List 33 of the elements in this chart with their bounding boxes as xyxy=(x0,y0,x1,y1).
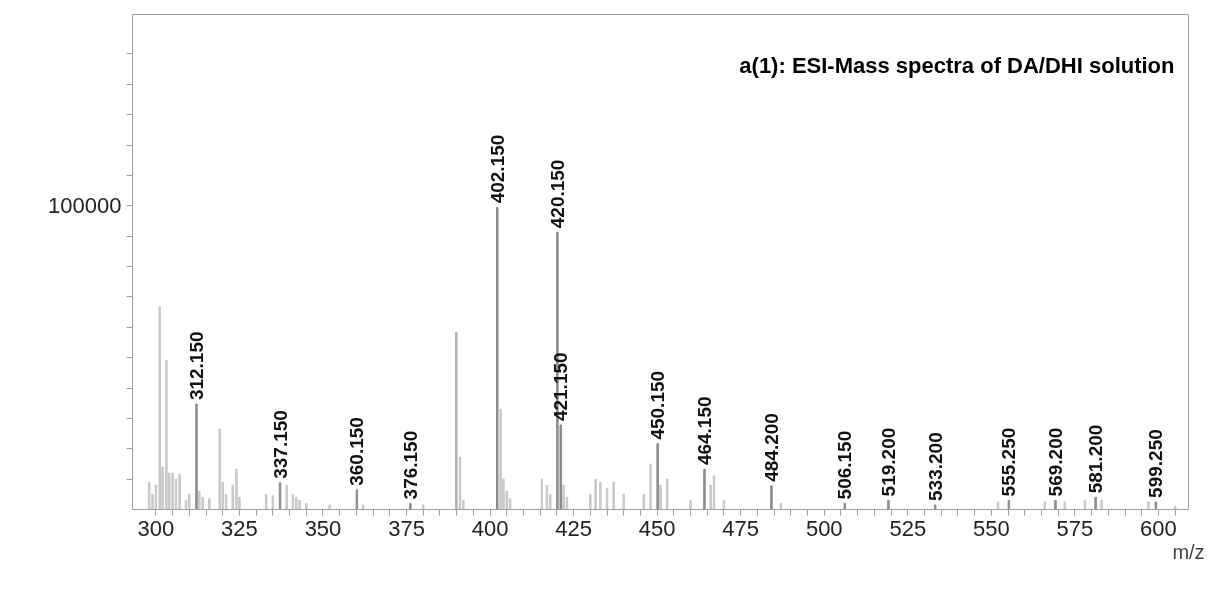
annotation: 519.200 xyxy=(877,427,899,497)
annotation: 450.150 xyxy=(647,370,669,440)
text: a(1): ESI-Mass spectra of DA/DHI solution xyxy=(739,52,1175,78)
x-tick-label: 525 xyxy=(889,515,927,541)
annotation: 569.200 xyxy=(1045,427,1066,497)
annotation: 360.150 xyxy=(346,417,368,486)
x-tick-label: 500 xyxy=(805,515,843,541)
x-tick-label: 575 xyxy=(1056,515,1094,541)
x-tick-label: 400 xyxy=(471,515,509,541)
x-axis-title: m/z xyxy=(1172,540,1205,563)
annotation: 581.200 xyxy=(1085,424,1107,494)
annotation: 484.200 xyxy=(760,413,782,482)
annotation: 506.150 xyxy=(834,430,856,500)
annotation: 337.150 xyxy=(269,410,291,479)
annotation: 402.150 xyxy=(486,134,508,204)
x-tick-label: 375 xyxy=(388,515,425,541)
x-tick-label: 300 xyxy=(137,515,175,541)
annotation: 420.150 xyxy=(546,159,568,229)
annotation: 376.150 xyxy=(399,430,421,500)
y-tick-label: 100000 xyxy=(48,193,122,219)
x-tick-label: 350 xyxy=(304,515,342,541)
x-tick-label: 600 xyxy=(1140,515,1177,541)
x-tick-label: 550 xyxy=(972,515,1010,541)
x-tick-label: 325 xyxy=(221,515,258,541)
annotation: 555.250 xyxy=(998,427,1020,497)
x-tick-label: 450 xyxy=(638,515,676,541)
annotation: 533.200 xyxy=(924,432,946,501)
annotation: 421.150 xyxy=(550,352,572,422)
x-tick-label: 475 xyxy=(722,515,760,541)
annotation: 599.250 xyxy=(1145,429,1167,498)
annotation: 312.150 xyxy=(185,331,207,401)
annotation: 464.150 xyxy=(693,396,715,466)
x-tick-label: 425 xyxy=(555,515,592,541)
